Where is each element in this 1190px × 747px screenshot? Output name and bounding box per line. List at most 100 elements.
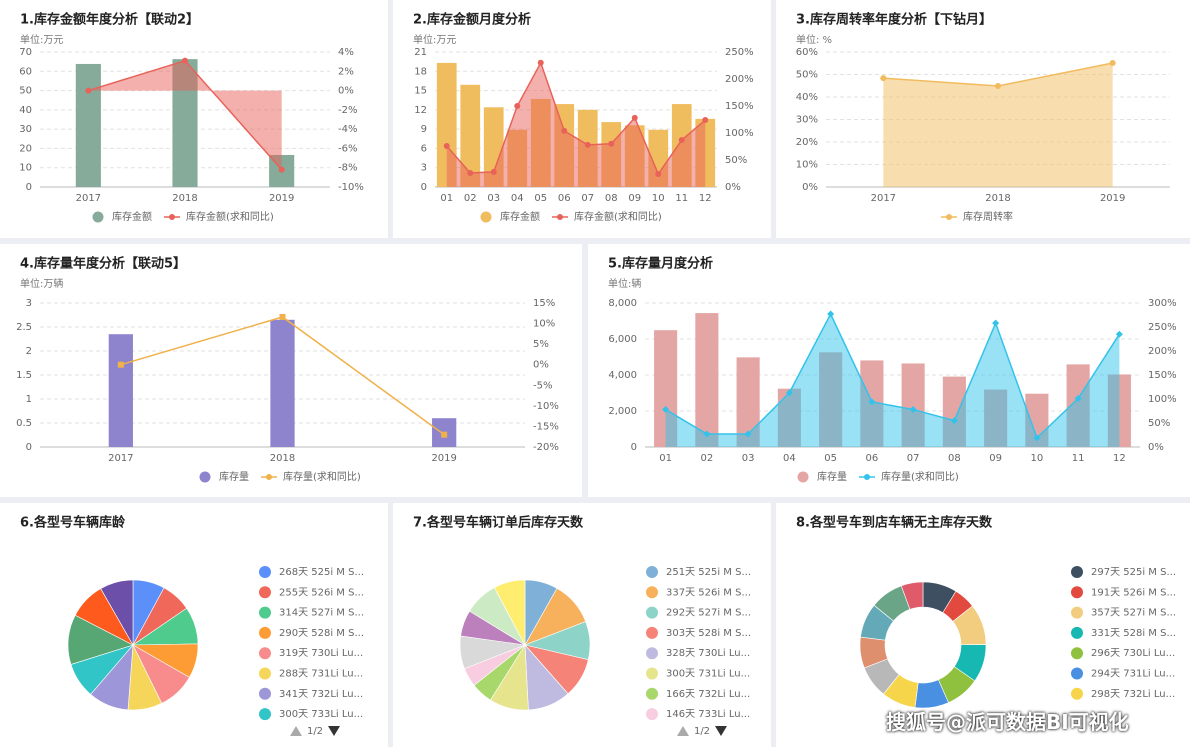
unit-label: 单位:万元 <box>20 33 63 46</box>
page-prev[interactable] <box>677 726 689 736</box>
y2-tick-label: 0% <box>725 182 741 193</box>
unit-label: 单位:万辆 <box>20 277 63 290</box>
y2-tick-label: 250% <box>725 47 754 58</box>
marker <box>561 127 568 134</box>
y2-tick-label: 4% <box>338 47 354 58</box>
y2-tick-label: 300% <box>1148 298 1177 309</box>
x-tick-label: 04 <box>511 193 524 204</box>
chart: 8.各型号车到店车辆无主库存天数 297天 525i M S... 191天 526… <box>796 515 1176 709</box>
y-tick-label: 70 <box>19 47 32 58</box>
area <box>446 62 706 187</box>
y-tick-label: 30% <box>796 115 818 126</box>
y-tick-label: 60 <box>19 66 32 77</box>
y-tick-label: 18 <box>414 66 427 77</box>
legend-swatch <box>646 566 658 578</box>
marker <box>514 103 521 109</box>
bar <box>695 313 719 447</box>
area <box>883 63 1113 187</box>
legend-swatch <box>646 647 658 660</box>
x-tick-label: 11 <box>1072 453 1085 464</box>
page-prev[interactable] <box>290 726 302 736</box>
legend-label: 341天 732Li Lu... <box>279 689 363 700</box>
area <box>88 60 282 170</box>
y-tick-label: 2 <box>26 346 32 357</box>
x-tick-label: 12 <box>699 193 712 204</box>
panel: 1.库存金额年度分析【联动2】 单位:万元 0 10 20 30 40 50 60 70 -10% -… <box>0 0 388 238</box>
y-tick-label: 0.5 <box>16 418 32 429</box>
bar <box>460 84 481 187</box>
bar <box>736 357 760 447</box>
legend-label: 296天 730Li Lu... <box>1091 648 1175 659</box>
y2-tick-label: -6% <box>338 143 357 154</box>
panel: 2.库存金额月度分析 单位:万元 0 3 6 9 12 15 18 21 0% 50% 100% 150%… <box>393 0 771 238</box>
marker <box>537 59 544 66</box>
legend-label: 297天 525i M S... <box>1091 567 1176 578</box>
bar <box>108 334 133 447</box>
legend-swatch <box>259 606 271 619</box>
panel: 6.各型号车辆库龄 268天 525i M S... 255天 526i M S..… <box>0 503 388 747</box>
y-tick-label: 40% <box>796 92 818 103</box>
y2-tick-label: 5% <box>533 339 549 350</box>
x-tick-label: 03 <box>742 453 755 464</box>
marker <box>443 142 450 149</box>
y2-tick-label: -8% <box>338 163 357 174</box>
legend-label: 288天 731Li Lu... <box>279 669 363 680</box>
legend-swatch <box>1071 667 1083 680</box>
x-tick-label: 2018 <box>985 193 1010 204</box>
y-tick-label: 21 <box>414 47 427 58</box>
marker <box>85 87 92 94</box>
y-tick-label: 0% <box>802 182 818 193</box>
legend-swatch <box>646 708 658 721</box>
y-tick-label: 8,000 <box>608 298 637 309</box>
y-tick-label: 10 <box>19 163 32 174</box>
legend-swatch <box>266 474 272 480</box>
x-tick-label: 10 <box>1031 453 1044 464</box>
chart-title: 4.库存量年度分析【联动5】 <box>20 256 186 272</box>
legend-swatch <box>797 471 809 483</box>
marker <box>182 57 188 64</box>
marker <box>703 430 711 438</box>
page-next[interactable] <box>715 726 727 736</box>
x-tick-label: 2019 <box>1100 193 1125 204</box>
legend-swatch <box>557 214 563 220</box>
y-tick-label: 6 <box>421 143 427 154</box>
marker <box>117 361 124 368</box>
chart: 2.库存金额月度分析单位:万元0369121518210%50%100%150%… <box>413 12 754 224</box>
slice <box>493 579 526 646</box>
marker <box>744 430 752 438</box>
legend-label: 294天 731Li Lu... <box>1091 669 1175 680</box>
legend-label: 328天 730Li Lu... <box>666 648 750 659</box>
y2-tick-label: -2% <box>338 105 357 116</box>
legend-label: 298天 732Li Lu... <box>1091 689 1175 700</box>
x-tick-label: 07 <box>907 453 920 464</box>
legend-swatch <box>259 647 271 660</box>
chart: 6.各型号车辆库龄 268天 525i M S... 255天 526i M S..… <box>20 515 364 738</box>
legend-swatch <box>259 586 271 599</box>
legend-swatch <box>1071 606 1083 619</box>
x-tick-label: 2017 <box>76 193 101 204</box>
legend-label: 库存金额 <box>112 210 152 223</box>
x-tick-label: 08 <box>605 193 618 204</box>
x-tick-label: 2017 <box>871 193 896 204</box>
legend-label: 库存金额(求和同比) <box>186 210 274 223</box>
y-tick-label: 6,000 <box>608 334 637 345</box>
legend-swatch <box>946 214 952 220</box>
legend-swatch <box>259 566 271 578</box>
y2-tick-label: -10% <box>338 182 364 193</box>
legend-label: 库存周转率 <box>963 210 1013 223</box>
y-tick-label: 20% <box>796 137 818 148</box>
marker <box>992 319 1000 327</box>
legend-label: 268天 525i M S... <box>279 567 364 578</box>
legend-label: 251天 525i M S... <box>666 567 751 578</box>
panel: 8.各型号车到店车辆无主库存天数 297天 525i M S... 191天 526… <box>776 503 1190 747</box>
x-tick-label: 12 <box>1113 453 1126 464</box>
y-tick-label: 3 <box>421 163 427 174</box>
x-tick-label: 08 <box>948 453 961 464</box>
page-label: 1/2 <box>694 726 710 737</box>
panel: 5.库存量月度分析 单位:辆 0 2,000 4,000 6,000 8,000 0% 50% 1… <box>588 244 1190 497</box>
legend-label: 290天 528i M S... <box>279 628 364 639</box>
legend-swatch <box>864 474 870 480</box>
chart: 7.各型号车辆订单后库存天数 251天 525i M S... 337天 526i … <box>413 515 751 738</box>
page-next[interactable] <box>328 726 340 736</box>
